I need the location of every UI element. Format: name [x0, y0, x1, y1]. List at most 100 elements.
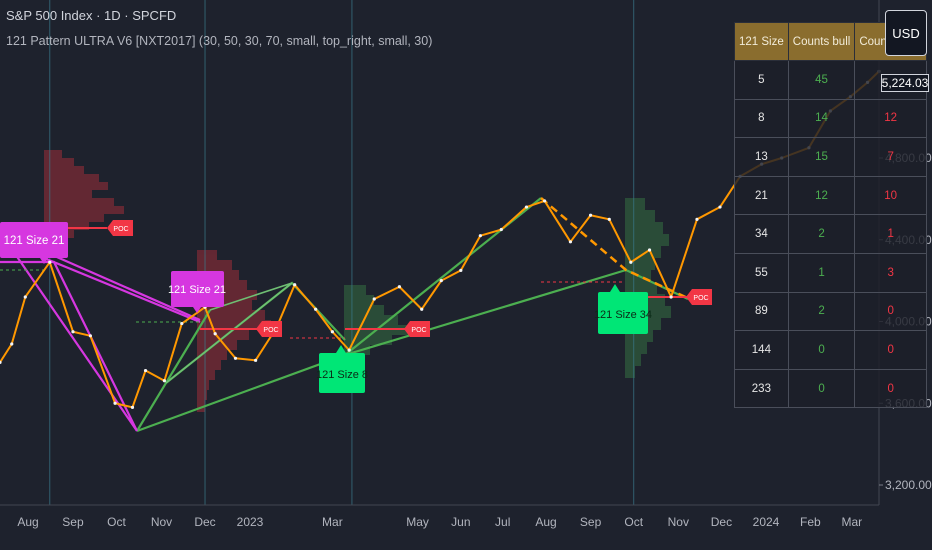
- cell-bull: 1: [787, 252, 856, 293]
- table-row: 34 2 1: [734, 214, 927, 254]
- price-point: [0, 360, 2, 364]
- poc-tag-4: POC: [686, 289, 712, 305]
- cell-size: 5: [734, 60, 789, 100]
- x-tick-label: Oct: [624, 515, 643, 529]
- cell-size: 233: [734, 368, 789, 409]
- x-tick-label: Oct: [107, 515, 126, 529]
- chart-title: S&P 500 Index · 1D · SPCFD: [6, 8, 177, 23]
- bear-leg: [540, 197, 691, 301]
- price-point: [143, 368, 148, 373]
- svg-text:121 Size 21: 121 Size 21: [168, 284, 226, 296]
- x-tick-label: Nov: [668, 515, 689, 529]
- cell-bull: 12: [787, 175, 856, 216]
- session-lines: [49, 0, 635, 505]
- svg-text:121 Size 8: 121 Size 8: [316, 369, 368, 381]
- header-bull: Counts bull: [787, 22, 856, 61]
- price-point: [718, 205, 722, 209]
- poc-tag-1: POC: [107, 220, 133, 236]
- poc-tag-3: POC: [404, 321, 430, 337]
- table-row: 144 0 0: [734, 330, 927, 370]
- x-tick-label: Dec: [711, 515, 732, 529]
- price-point: [478, 234, 482, 238]
- table-row: 55 1 3: [734, 252, 927, 293]
- cell-bull: 2: [787, 291, 856, 332]
- pattern-label-4: 121 Size 34: [594, 284, 652, 334]
- cell-bull: 0: [787, 368, 856, 409]
- price-point: [524, 205, 529, 209]
- currency-button[interactable]: USD: [885, 10, 927, 56]
- cell-bear: 0: [854, 330, 927, 370]
- cell-size: 89: [734, 291, 789, 332]
- price-point: [330, 330, 334, 334]
- price-point: [347, 348, 351, 352]
- table-row: 13 15 7: [734, 137, 927, 177]
- cell-bear: 1: [854, 214, 927, 254]
- table-row: 233 0 0: [734, 368, 927, 409]
- cell-bear: 7: [854, 137, 927, 177]
- price-point: [293, 283, 297, 287]
- cell-bear: 3: [854, 252, 927, 293]
- x-axis: Aug Sep Oct Nov Dec 2023 Mar May Jun Jul Aug Sep Oct…: [0, 504, 879, 529]
- price-point: [695, 217, 699, 221]
- poc-tag-2: POC: [256, 321, 282, 337]
- price-point: [607, 217, 611, 221]
- cell-bull: 2: [787, 214, 856, 254]
- cell-size: 8: [734, 98, 789, 139]
- cell-size: 144: [734, 330, 789, 370]
- cell-size: 55: [734, 252, 789, 293]
- cell-bear: 0: [854, 368, 927, 409]
- price-point: [647, 248, 652, 252]
- price-point: [372, 297, 376, 301]
- price-point: [213, 332, 217, 336]
- price-point: [420, 307, 424, 311]
- table-row: 21 12 10: [734, 175, 927, 216]
- x-tick-label: Feb: [800, 515, 821, 529]
- price-point: [113, 401, 117, 405]
- svg-text:POC: POC: [411, 327, 426, 334]
- x-tick-label: Mar: [322, 515, 343, 529]
- table-row: 89 2 0: [734, 291, 927, 332]
- cell-size: 21: [734, 175, 789, 216]
- header-size: 121 Size: [734, 22, 789, 61]
- price-point: [439, 279, 443, 283]
- x-tick-label: 2024: [753, 515, 780, 529]
- x-tick-label: Sep: [62, 515, 84, 529]
- price-point: [162, 379, 166, 383]
- cell-bear: 12: [854, 98, 927, 139]
- price-point: [669, 295, 673, 299]
- cell-bull: 14: [787, 98, 856, 139]
- price-point: [499, 227, 503, 232]
- cell-size: 13: [734, 137, 789, 177]
- cell-bear: 0: [854, 291, 927, 332]
- price-point: [88, 334, 92, 338]
- x-tick-label: Sep: [580, 515, 602, 529]
- x-tick-label: Mar: [841, 515, 862, 529]
- x-tick-label: Dec: [194, 515, 215, 529]
- price-point: [23, 295, 27, 299]
- price-point: [314, 307, 318, 311]
- price-point: [233, 356, 238, 360]
- svg-text:121 Size 21: 121 Size 21: [4, 235, 65, 247]
- price-point: [71, 330, 75, 334]
- pattern-label-1: 121 Size 21: [0, 222, 68, 264]
- pattern-label-2: 121 Size 21: [168, 271, 226, 313]
- price-point: [48, 260, 52, 264]
- cell-size: 34: [734, 214, 789, 254]
- price-point: [543, 199, 547, 203]
- x-tick-label: Aug: [17, 515, 38, 529]
- svg-text:121 Size 34: 121 Size 34: [594, 309, 652, 321]
- cell-bull: 0: [787, 330, 856, 370]
- x-tick-label: Jul: [495, 515, 510, 529]
- price-point: [180, 321, 184, 326]
- price-point: [397, 285, 401, 289]
- indicator-legend[interactable]: 121 Pattern ULTRA V6 [NXT2017] (30, 50, …: [6, 34, 433, 48]
- cell-bull: 15: [787, 137, 856, 177]
- price-point: [588, 213, 593, 217]
- x-tick-label: 2023: [237, 515, 264, 529]
- pattern-label-3: 121 Size 8: [316, 345, 368, 393]
- cell-bear: 10: [854, 175, 927, 216]
- price-point: [568, 240, 573, 244]
- price-point: [253, 358, 258, 362]
- last-price-label: 5,224.03: [881, 74, 929, 92]
